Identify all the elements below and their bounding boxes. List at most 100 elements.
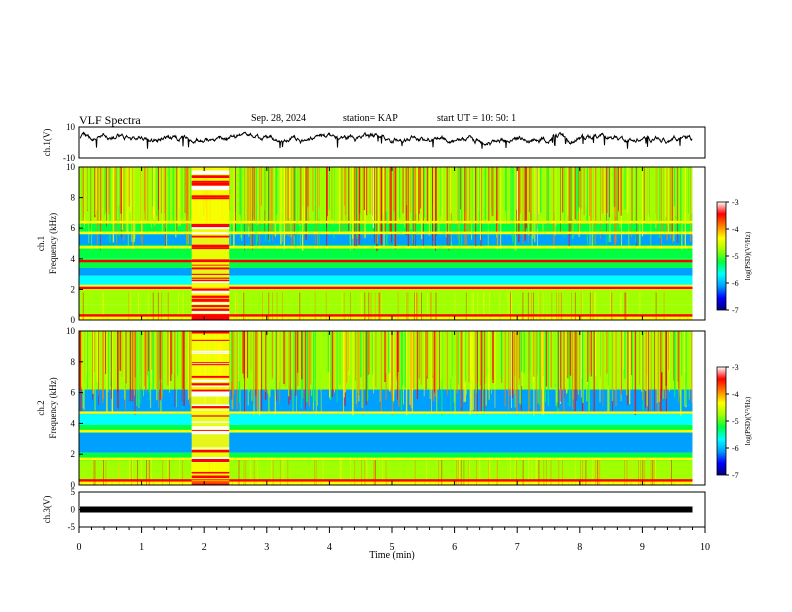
ch1-low-streak <box>325 292 327 320</box>
ch1-sferic-streak <box>604 167 606 216</box>
ch1-event-stripe <box>191 295 230 298</box>
ch2-sferic-streak <box>500 331 501 378</box>
ch1-sferic-streak <box>600 167 601 239</box>
ch1-sferic-streak <box>391 167 393 243</box>
ch1-low-streak <box>658 292 660 320</box>
ch1-sferic-streak <box>134 167 136 239</box>
ch1-sferic-streak <box>546 167 548 235</box>
ch2-sferic-streak <box>366 331 369 402</box>
ch2-sferic-streak <box>519 331 521 404</box>
ch2-low-streak <box>574 457 576 485</box>
ch2-sferic-streak <box>380 331 382 412</box>
ch1-sferic-streak <box>602 167 604 214</box>
ch1-sferic-streak <box>525 167 527 229</box>
ch1-event-stripe <box>191 226 230 230</box>
ch2-low-streak <box>150 457 152 485</box>
ch1-sferic-streak <box>438 167 440 232</box>
station-label: station= KAP <box>343 113 398 124</box>
ch2-low-streak <box>279 457 281 485</box>
ch2-sferic-streak <box>463 331 465 403</box>
ch2-sferic-streak <box>587 331 589 382</box>
ch1-sferic-streak <box>376 167 378 244</box>
ch1-emission-line <box>79 231 693 234</box>
ch1-sferic-streak <box>304 167 306 222</box>
ch2-sferic-streak <box>388 331 390 373</box>
ch1-sferic-streak <box>109 167 111 243</box>
ch1-sferic-streak <box>359 167 361 214</box>
ch1-event-stripe <box>191 244 230 247</box>
ch2-low-streak <box>655 457 656 485</box>
ch2-sferic-streak <box>123 331 124 383</box>
ch2-sferic-streak <box>238 331 240 382</box>
ch2-sferic-streak <box>485 331 487 406</box>
ch2-low-streak <box>81 457 83 485</box>
ch2-sferic-streak <box>678 331 680 404</box>
ch2-low-streak <box>253 457 255 485</box>
ch1-sferic-streak <box>152 167 154 218</box>
ch2-low-streak <box>434 457 436 485</box>
ch2-sferic-streak <box>109 331 111 381</box>
ch2-sferic-streak <box>311 331 313 396</box>
ch1-sferic-streak <box>411 167 413 244</box>
ch1-low-streak <box>593 292 595 320</box>
ch1-sferic-streak <box>606 167 608 214</box>
ch2-sferic-streak <box>668 331 669 371</box>
ch1-sferic-streak <box>318 167 320 208</box>
ch2-sferic-streak <box>81 331 82 387</box>
ch2-sferic-streak <box>553 331 555 385</box>
ch2-low-streak <box>489 457 491 485</box>
ch1-low-streak <box>655 292 657 320</box>
ch2-low-streak <box>644 457 646 485</box>
ch1-low-streak <box>341 292 343 320</box>
ch2-sferic-streak <box>423 331 425 397</box>
ch2-sferic-streak <box>461 331 463 411</box>
ch1-sferic-streak <box>120 167 122 238</box>
ch2-low-streak <box>567 457 569 485</box>
ch1-low-streak <box>379 292 381 320</box>
ch2-sferic-streak <box>464 331 467 382</box>
ch1-sferic-streak <box>671 167 673 233</box>
ch1-sferic-streak <box>235 167 236 232</box>
ch2-low-streak <box>137 457 138 485</box>
ch1-sferic-streak <box>407 167 409 232</box>
ch1-event-stripe <box>191 302 230 305</box>
ch1-sferic-streak <box>230 167 231 245</box>
ch1-sferic-streak <box>420 167 422 217</box>
ch1-sferic-streak <box>665 167 667 217</box>
ch2-sferic-streak <box>117 331 119 409</box>
ch1-sferic-streak <box>542 167 544 231</box>
ch2-low-streak <box>671 457 672 485</box>
ch1-low-streak <box>580 292 582 320</box>
ch1-sferic-streak <box>180 167 182 212</box>
ch2-sferic-streak <box>678 331 681 392</box>
ch2-low-streak <box>191 457 192 485</box>
ch1-event-stripe <box>191 195 230 198</box>
ch2-sferic-streak <box>327 331 329 372</box>
ch2-low-streak <box>354 457 356 485</box>
ch1-sferic-streak <box>285 167 287 236</box>
ch1-sferic-streak <box>419 167 420 214</box>
ch2-event-stripe <box>191 483 230 485</box>
ch1-sferic-streak <box>669 167 671 239</box>
ch1-sferic-streak <box>259 167 261 247</box>
ch1-sferic-streak <box>372 167 375 228</box>
ch1-sferic-streak <box>91 167 92 250</box>
ch2-sferic-streak <box>684 331 685 407</box>
ch1-sferic-streak <box>294 167 295 236</box>
ch2-low-streak <box>531 457 533 485</box>
ch2-sferic-streak <box>356 331 358 408</box>
ch2-sferic-streak <box>479 331 481 386</box>
ch2-sferic-streak <box>249 331 250 393</box>
ch1-sferic-streak <box>380 167 382 244</box>
ch1-sferic-streak <box>241 167 243 242</box>
ch1-sferic-streak <box>385 167 388 212</box>
ch2-sferic-streak <box>404 331 406 388</box>
ch2-sferic-streak <box>411 331 413 414</box>
ch1-sferic-streak <box>394 167 397 250</box>
ch1-colorbar-tick-label: -5 <box>732 252 739 261</box>
ch2-low-streak <box>95 457 96 485</box>
ch1-sferic-streak <box>440 167 442 217</box>
ch2-sferic-streak <box>646 331 648 407</box>
ch1-sferic-streak <box>89 167 91 221</box>
ch2-sferic-streak <box>360 331 362 378</box>
